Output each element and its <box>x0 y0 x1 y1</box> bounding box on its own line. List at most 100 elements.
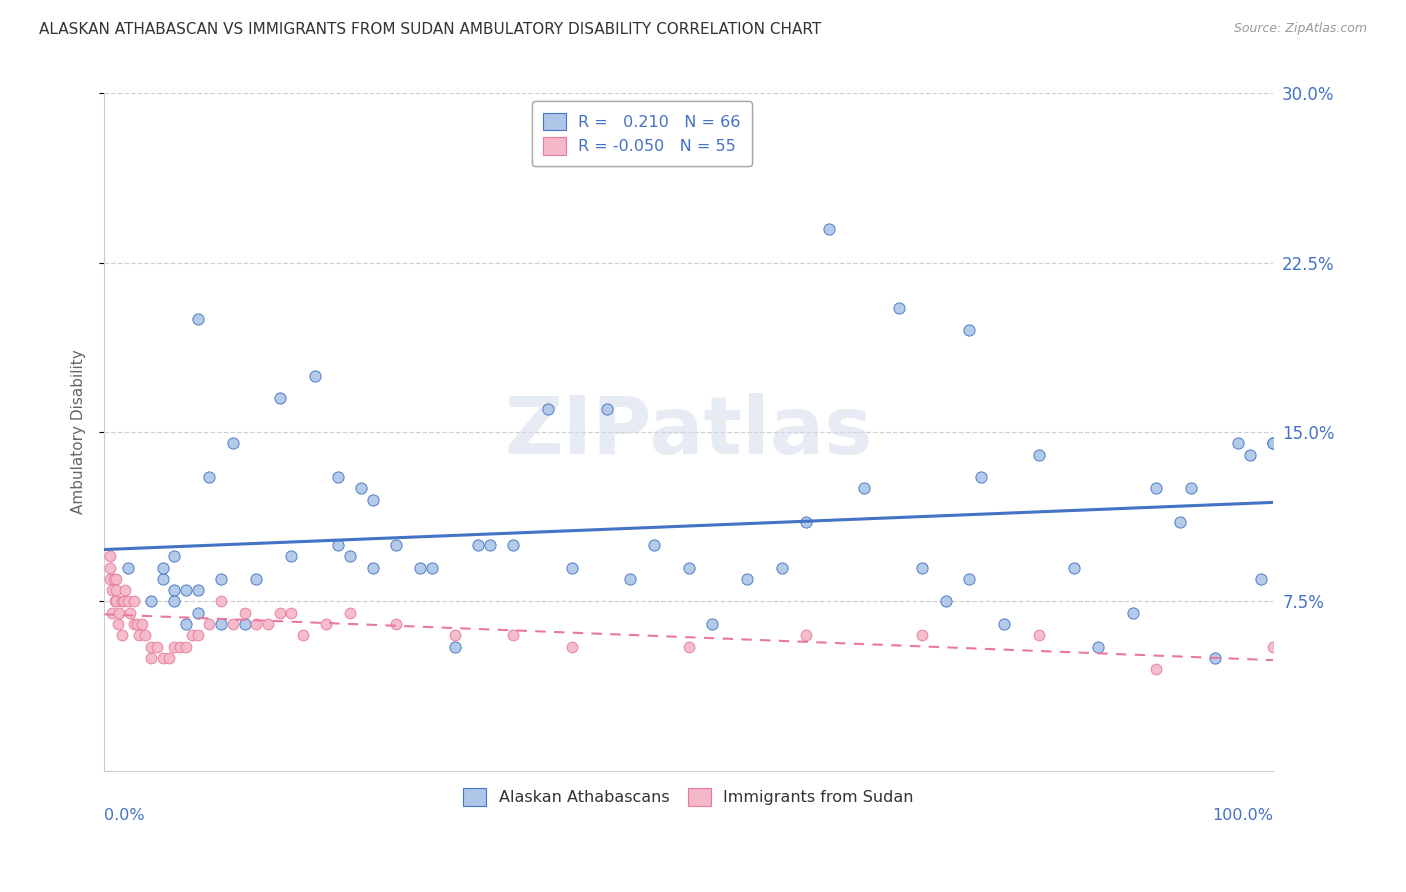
Point <box>146 640 169 654</box>
Point <box>111 628 134 642</box>
Point <box>1087 640 1109 654</box>
Point <box>467 538 489 552</box>
Point <box>911 560 934 574</box>
Point <box>1250 572 1272 586</box>
Text: 0.0%: 0.0% <box>104 808 145 823</box>
Point <box>122 616 145 631</box>
Point <box>181 628 204 642</box>
Point <box>198 470 221 484</box>
Point <box>104 583 127 598</box>
Point <box>233 606 256 620</box>
Point <box>1261 436 1284 450</box>
Point <box>157 650 180 665</box>
Point <box>98 572 121 586</box>
Point <box>111 594 134 608</box>
Point <box>1028 448 1050 462</box>
Point <box>117 594 139 608</box>
Point <box>887 301 910 315</box>
Point <box>114 583 136 598</box>
Point <box>1144 662 1167 676</box>
Point <box>103 572 125 586</box>
Point <box>479 538 502 552</box>
Point <box>304 368 326 383</box>
Point <box>678 640 700 654</box>
Point <box>678 560 700 574</box>
Point <box>409 560 432 574</box>
Point <box>187 312 209 326</box>
Point <box>957 572 980 586</box>
Point <box>970 470 993 484</box>
Point <box>209 572 232 586</box>
Point <box>104 572 127 586</box>
Point <box>174 583 197 598</box>
Point <box>911 628 934 642</box>
Point <box>163 640 186 654</box>
Legend: Alaskan Athabascans, Immigrants from Sudan: Alaskan Athabascans, Immigrants from Sud… <box>456 780 922 814</box>
Point <box>139 640 162 654</box>
Point <box>326 538 349 552</box>
Point <box>101 583 124 598</box>
Point <box>134 628 156 642</box>
Point <box>139 594 162 608</box>
Point <box>735 572 758 586</box>
Point <box>108 606 131 620</box>
Point <box>993 616 1015 631</box>
Point <box>537 402 560 417</box>
Point <box>794 516 817 530</box>
Text: ZIPatlas: ZIPatlas <box>505 393 873 471</box>
Point <box>385 538 408 552</box>
Point <box>1261 436 1284 450</box>
Point <box>561 640 583 654</box>
Point <box>163 594 186 608</box>
Point <box>292 628 315 642</box>
Point <box>174 616 197 631</box>
Point <box>187 606 209 620</box>
Text: Source: ZipAtlas.com: Source: ZipAtlas.com <box>1233 22 1367 36</box>
Point <box>1180 482 1202 496</box>
Point <box>1239 448 1261 462</box>
Point <box>1063 560 1085 574</box>
Point <box>853 482 876 496</box>
Point <box>361 492 384 507</box>
Point <box>98 549 121 564</box>
Point <box>118 606 141 620</box>
Point <box>385 616 408 631</box>
Point <box>245 572 267 586</box>
Text: ALASKAN ATHABASCAN VS IMMIGRANTS FROM SUDAN AMBULATORY DISABILITY CORRELATION CH: ALASKAN ATHABASCAN VS IMMIGRANTS FROM SU… <box>39 22 821 37</box>
Point <box>1261 640 1284 654</box>
Point <box>117 560 139 574</box>
Point <box>770 560 793 574</box>
Point <box>163 583 186 598</box>
Point <box>700 616 723 631</box>
Point <box>222 616 245 631</box>
Point <box>444 640 467 654</box>
Point <box>280 606 302 620</box>
Point <box>502 538 524 552</box>
Point <box>1204 650 1226 665</box>
Point <box>1227 436 1250 450</box>
Point <box>350 482 373 496</box>
Point <box>122 594 145 608</box>
Point <box>339 549 361 564</box>
Point <box>1168 516 1191 530</box>
Y-axis label: Ambulatory Disability: Ambulatory Disability <box>72 350 86 515</box>
Point <box>245 616 267 631</box>
Point <box>209 616 232 631</box>
Point <box>98 560 121 574</box>
Point <box>107 616 129 631</box>
Point <box>643 538 665 552</box>
Point <box>101 606 124 620</box>
Point <box>596 402 619 417</box>
Point <box>131 616 153 631</box>
Point <box>222 436 245 450</box>
Point <box>1144 482 1167 496</box>
Point <box>163 549 186 564</box>
Point <box>198 616 221 631</box>
Point <box>326 470 349 484</box>
Point <box>104 594 127 608</box>
Point <box>187 628 209 642</box>
Point <box>112 594 135 608</box>
Point <box>818 222 841 236</box>
Point <box>152 572 174 586</box>
Point <box>125 616 148 631</box>
